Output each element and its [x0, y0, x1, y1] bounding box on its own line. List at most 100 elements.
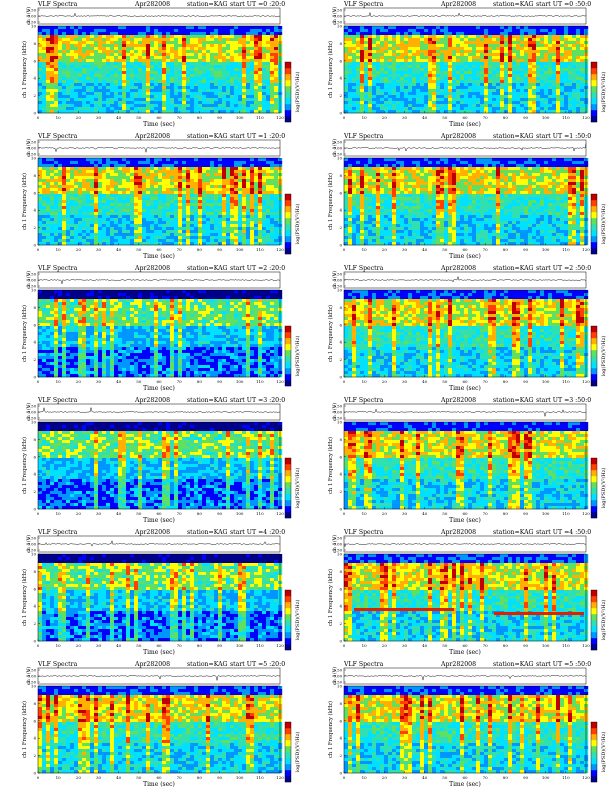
x-tick-label: 30	[402, 775, 408, 780]
x-tick-label: 50	[442, 379, 448, 384]
panel-start-time: start UT =0 :50:0	[536, 1, 591, 8]
y-tick-label: 6	[339, 454, 342, 459]
trace-tick-label: 0.00	[28, 674, 37, 679]
x-tick-label: 30	[96, 247, 102, 252]
colorbar-segment	[591, 764, 597, 771]
y-tick-label: 6	[33, 718, 36, 723]
colorbar-segment	[591, 68, 597, 75]
panel-station: station=KAG	[493, 1, 534, 8]
trace-tick-label: 0.50	[334, 536, 343, 541]
x-tick-label: 100	[236, 643, 244, 648]
panel-title: VLF Spectra	[37, 661, 78, 668]
trace-tick-label: -0.50	[26, 416, 36, 421]
x-tick-label: 90	[523, 247, 529, 252]
x-tick-label: 120	[582, 643, 590, 648]
x-tick-label: 10	[362, 643, 368, 648]
x-tick-label: 10	[56, 379, 62, 384]
colorbar-segment	[285, 116, 291, 123]
colorbar	[285, 194, 291, 255]
panel-title: VLF Spectra	[343, 133, 384, 140]
colorbar-segment	[591, 614, 597, 621]
panel-title: VLF Spectra	[343, 1, 384, 8]
panel-start-time: start UT =3 :20:0	[230, 397, 285, 404]
colorbar-segment	[285, 218, 291, 225]
trace-tick-label: 0.50	[28, 272, 37, 277]
panel-station: station=KAG	[493, 661, 534, 668]
colorbar	[285, 62, 291, 123]
colorbar-label: log(PSD)(V²/Hz)	[600, 732, 607, 773]
y-tick-label: 4	[339, 604, 342, 609]
colorbar-segment	[285, 356, 291, 363]
colorbar-frame	[590, 61, 598, 123]
colorbar-frame	[590, 193, 598, 255]
colorbar-segment	[285, 602, 291, 609]
x-tick-label: 20	[382, 643, 388, 648]
x-tick-label: 110	[256, 115, 264, 120]
colorbar-segment	[591, 476, 597, 483]
trace-tick-label: 0.50	[334, 668, 343, 673]
y-tick-label: 2	[33, 357, 36, 362]
colorbar-segment	[591, 350, 597, 357]
trace-axis-label: ch 1(V)	[331, 535, 338, 553]
trace-tick-label: 0.00	[28, 14, 37, 19]
y-axis-label: ch 1 Frequency (kHz)	[21, 437, 28, 494]
x-tick-label: 30	[96, 379, 102, 384]
colorbar	[285, 458, 291, 519]
colorbar-segment	[285, 74, 291, 81]
colorbar-segment	[591, 488, 597, 495]
y-tick-label: 6	[339, 190, 342, 195]
y-tick-label: 4	[339, 736, 342, 741]
panel-date: Apr282008	[134, 661, 170, 668]
colorbar-segment	[285, 758, 291, 765]
x-tick-label: 100	[236, 247, 244, 252]
colorbar-segment	[591, 374, 597, 381]
colorbar-segment	[285, 494, 291, 501]
colorbar-segment	[591, 368, 597, 375]
y-tick-label: 10	[337, 552, 343, 557]
colorbar-segment	[591, 626, 597, 633]
x-tick-label: 70	[177, 379, 183, 384]
x-tick-label: 10	[362, 247, 368, 252]
colorbar-frame	[284, 589, 292, 651]
colorbar-frame	[284, 193, 292, 255]
x-tick-label: 10	[362, 511, 368, 516]
x-tick-label: 20	[382, 775, 388, 780]
vlf-spectrogram-panel-7: VLF Spectra Apr282008 station=KAG start UT …	[21, 397, 301, 524]
trace-axis-label: ch 1(V)	[25, 403, 32, 421]
colorbar-frame	[284, 61, 292, 123]
y-tick-label: 6	[33, 58, 36, 63]
trace-tick-label: -0.50	[332, 416, 342, 421]
y-tick-label: 0	[33, 243, 36, 248]
x-tick-label: 110	[562, 643, 570, 648]
colorbar-segment	[591, 644, 597, 651]
y-tick-label: 10	[337, 420, 343, 425]
panel-date: Apr282008	[440, 265, 476, 272]
colorbar-frame	[284, 721, 292, 783]
y-tick-label: 10	[31, 288, 37, 293]
colorbar	[591, 326, 597, 387]
x-tick-label: 110	[562, 115, 570, 120]
y-tick-label: 6	[33, 586, 36, 591]
trace-tick-label: -0.50	[332, 284, 342, 289]
x-tick-label: 60	[462, 379, 468, 384]
trace-tick-label: 0.50	[334, 140, 343, 145]
colorbar-frame	[284, 325, 292, 387]
x-tick-label: 80	[197, 379, 203, 384]
colorbar-segment	[591, 464, 597, 471]
colorbar	[591, 62, 597, 123]
trace-axis-label: ch 1(V)	[25, 667, 32, 685]
x-tick-label: 110	[256, 247, 264, 252]
y-axis-label: ch 1 Frequency (kHz)	[327, 437, 334, 494]
colorbar-segment	[591, 242, 597, 249]
colorbar-segment	[591, 80, 597, 87]
x-axis-label: Time (sec)	[449, 649, 481, 656]
x-tick-label: 10	[362, 775, 368, 780]
trace-axis-label: ch 1(V)	[331, 271, 338, 289]
colorbar-segment	[285, 722, 291, 729]
x-tick-label: 60	[156, 115, 162, 120]
x-tick-label: 100	[236, 379, 244, 384]
x-tick-label: 50	[136, 643, 142, 648]
colorbar	[285, 326, 291, 387]
y-tick-label: 0	[339, 639, 342, 644]
panel-start-time: start UT =3 :50:0	[536, 397, 591, 404]
